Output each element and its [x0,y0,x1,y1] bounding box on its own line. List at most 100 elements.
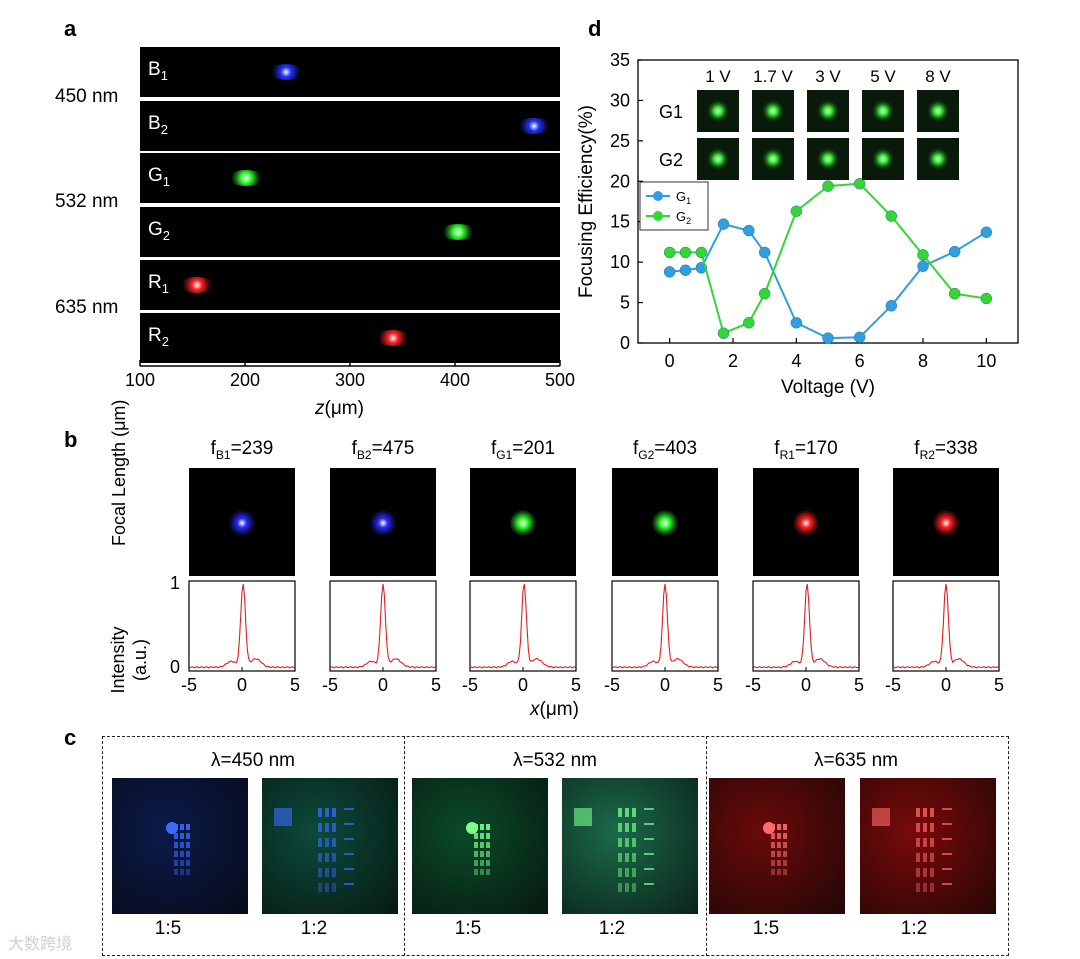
focal-length-label: fB1=239 [210,438,274,462]
target-line [942,853,952,855]
intensity-profile [329,583,437,669]
x-tick-label: -5 [603,675,620,695]
target-bar [318,868,322,877]
target-line [942,883,952,885]
x-tick-label: 5 [570,675,581,695]
y-tick-label: 25 [610,131,630,151]
target-bar [783,824,787,830]
target-bar [618,838,622,847]
x-tick-label: -5 [744,675,761,695]
x-tick-label: 0 [517,675,528,695]
panel-label-b: b [64,427,78,452]
wavelength-title: λ=532 nm [513,750,597,771]
target-bar [186,869,190,875]
focal-spot [228,170,265,186]
target-bar [930,823,934,832]
magnification-label: 1:5 [454,918,482,939]
intensity-profile [189,583,295,669]
inset-focal-spot [706,147,730,171]
x-tick-label: 0 [236,675,247,695]
resolution-target-image [262,778,398,914]
magnification-label: 1:5 [154,918,182,939]
strip-label: R1 [148,272,169,296]
panel-b-focal-profiles: Focal Length (μm) Intensity (a.u.) fB1=239… [0,400,1080,720]
wavelength-label: 635 nm [55,297,119,318]
legend-marker [653,211,663,221]
x-tick-label: 5 [853,675,864,695]
target-bar [783,860,787,866]
target-bar [186,860,190,866]
focal-length-label: fG2=403 [632,438,698,462]
target-line [344,808,354,810]
target-bar [174,842,178,848]
wavelength-label: 450 nm [55,86,119,107]
focal-spot [933,510,959,536]
focal-strip: R2 [140,313,560,363]
legend-label-sub: 2 [686,216,691,226]
focal-spot [375,330,412,346]
focal-spot-image [189,468,295,576]
target-line [644,868,654,870]
magnification-label: 1:2 [300,918,328,939]
resolution-target-image [860,778,996,914]
strip-label-sub: 1 [161,280,169,296]
strip-label-sub: 1 [162,173,171,189]
z-tick-label: 300 [334,370,366,390]
x-tick-label: -5 [884,675,901,695]
target-bar [632,838,636,847]
x-tick-label: -5 [180,675,197,695]
focal-length-label: fR1=170 [774,438,838,462]
target-bar [916,838,920,847]
data-point [822,332,834,344]
target-square [574,808,592,826]
target-bar [923,838,927,847]
target-line [942,838,952,840]
legend-label-sub: 1 [686,196,691,206]
z-tick-label: 100 [124,370,156,390]
target-bar [930,853,934,862]
target-line [644,883,654,885]
y-tick-label: 15 [610,212,630,232]
target-bar [923,883,927,892]
y-axis-title: Focusing Efficiency(%) [576,105,597,298]
magnification-label: 1:2 [598,918,626,939]
target-bar [777,833,781,839]
target-line [344,868,354,870]
target-bar [480,869,484,875]
data-point [679,246,692,259]
target-bar [332,868,336,877]
data-point [853,331,866,344]
target-bar [186,824,190,830]
x-tick-label: 8 [918,351,928,371]
focal-spot [229,510,255,536]
target-bar [174,860,178,866]
x-tick-label: 6 [855,351,865,371]
data-point [980,226,993,238]
inset-focal-spot [706,99,730,123]
x-tick-label: 0 [940,675,951,695]
target-bar [180,860,184,866]
strip-label: G2 [148,219,171,243]
target-bar [930,868,934,877]
target-bar [332,853,336,862]
target-line [344,838,354,840]
data-point [948,245,961,258]
target-bar [783,869,787,875]
inset-focal-spot [926,99,950,123]
target-bar [174,851,178,857]
target-square [872,808,890,826]
x-tick-label: 5 [712,675,723,695]
inset-voltage-label: 1 V [705,67,731,86]
focal-spot [370,510,396,536]
data-point [885,210,898,222]
target-bar [783,833,787,839]
data-point [790,205,803,217]
target-bar [480,842,484,848]
target-line [942,823,952,825]
inset-focal-spot [761,99,785,123]
target-bar [474,869,478,875]
target-line [644,853,654,855]
y-tick-label: 35 [610,50,630,70]
focal-length-label: fR2=338 [914,438,978,462]
inset-focal-spot [926,147,950,171]
